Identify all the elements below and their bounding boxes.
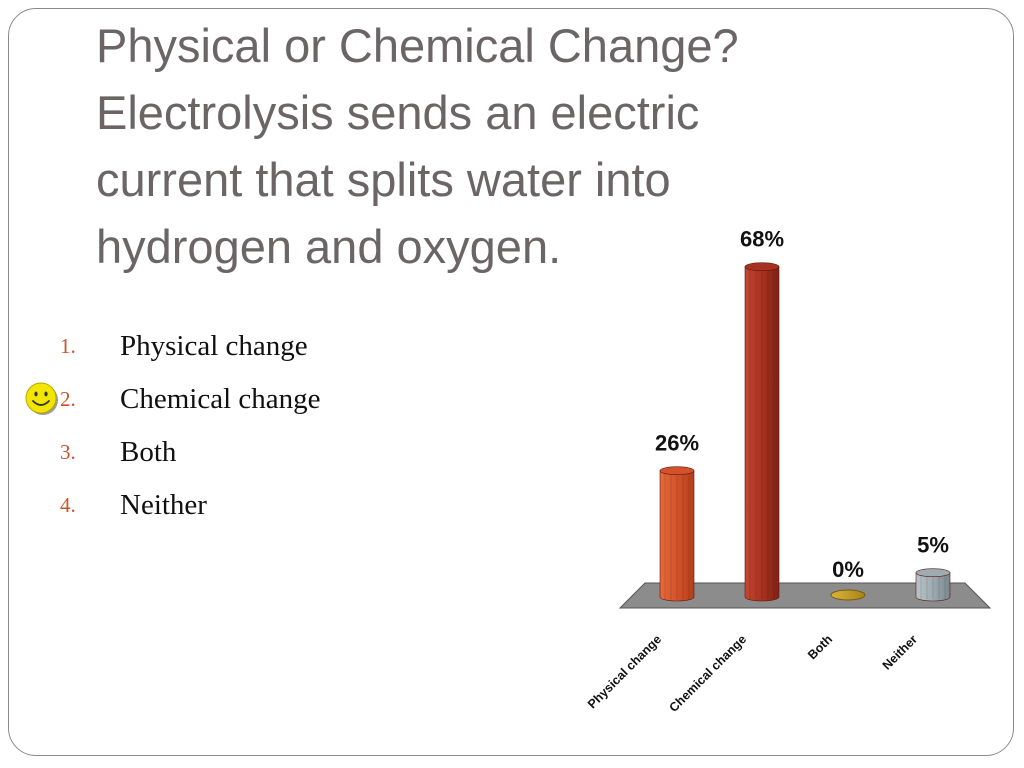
bar-neither [915,568,951,602]
answer-option-1[interactable]: 1. Physical change [60,320,460,373]
option-number: 3. [60,440,76,464]
value-label-physical-change: 26% [655,431,699,456]
smiley-face-icon [25,382,58,415]
value-label-both: 0% [832,557,864,582]
option-number: 4. [60,493,76,517]
answer-option-2[interactable]: 2. Chemical change [60,373,460,426]
chart-floor [618,582,992,609]
answer-option-3[interactable]: 3. Both [60,426,460,479]
value-label-chemical-change: 68% [740,227,784,252]
slide-title: Physical or Chemical Change? Electrolysi… [96,19,739,273]
bar-both [830,589,866,601]
bar-chemical-change [744,262,780,602]
option-label: Chemical change [120,383,321,415]
category-label-physical-change: Physical change [585,632,664,711]
option-label: Neither [120,489,207,521]
category-label-both: Both [805,632,835,662]
slide-frame [8,8,1014,756]
value-label-neither: 5% [917,533,949,558]
option-label: Both [120,436,177,468]
answer-options: 1. Physical change 2. Chemical change 3.… [60,320,460,532]
option-number: 2. [60,387,76,411]
answer-option-4[interactable]: 4. Neither [60,479,460,532]
option-number: 1. [60,334,76,358]
option-label: Physical change [120,330,308,362]
category-label-neither: Neither [880,632,920,672]
bar-physical-change [659,466,695,602]
category-label-chemical-change: Chemical change [667,632,750,715]
